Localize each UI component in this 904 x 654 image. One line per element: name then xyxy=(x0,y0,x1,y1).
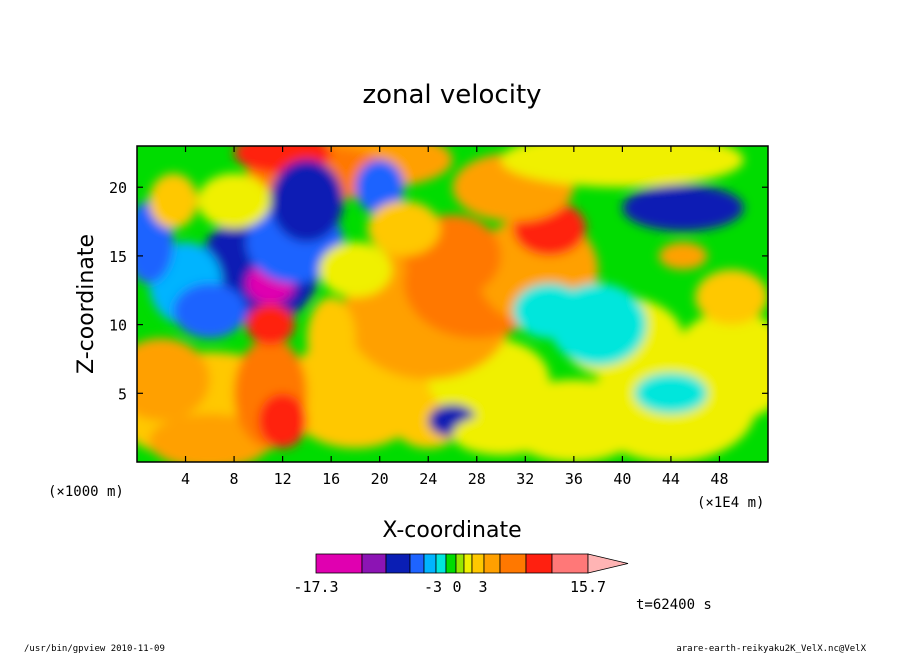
colorbar-segment xyxy=(445,553,457,574)
colorbar-segment xyxy=(385,553,411,574)
colorbar-segment xyxy=(471,553,485,574)
colorbar-segment xyxy=(463,553,473,574)
colorbar-segment xyxy=(483,553,501,574)
x-unit-label: (×1E4 m) xyxy=(697,495,764,511)
velocity-field xyxy=(137,146,768,462)
time-label: t=62400 s xyxy=(636,597,712,613)
x-tick-label: 20 xyxy=(371,470,389,488)
footer-right: arare-earth-reikyaku2K_VelX.nc@VelX xyxy=(676,644,866,654)
colorbar-label: -3 xyxy=(424,578,442,596)
velocity-region xyxy=(137,338,210,421)
colorbar-label: 3 xyxy=(478,578,487,596)
y-axis-label: Z-coordinate xyxy=(74,234,99,374)
colorbar-segment xyxy=(361,553,387,574)
y-tick-label: 20 xyxy=(109,179,127,197)
footer-left: /usr/bin/gpview 2010-11-09 xyxy=(24,644,165,654)
velocity-region xyxy=(513,283,586,339)
x-tick-label: 4 xyxy=(181,470,190,488)
velocity-region xyxy=(622,184,744,232)
colorbar-segment xyxy=(423,553,437,574)
velocity-region xyxy=(501,146,744,188)
velocity-region xyxy=(197,173,271,229)
colorbar-extend-arrow xyxy=(587,553,629,574)
velocity-region xyxy=(270,159,344,243)
plot-frame xyxy=(136,145,769,463)
velocity-region xyxy=(149,413,271,462)
x-tick-label: 36 xyxy=(565,470,583,488)
x-tick-label: 28 xyxy=(468,470,486,488)
y-tick-label: 10 xyxy=(109,317,127,335)
colorbar-label: 15.7 xyxy=(570,578,606,596)
colorbar-segment xyxy=(525,553,553,574)
y-axis-ticks: 5 10 15 20 xyxy=(109,179,768,403)
x-axis-ticks: 4 8 12 16 20 24 28 32 36 40 44 48 xyxy=(181,146,728,488)
colorbar-segment xyxy=(435,553,447,574)
x-tick-label: 24 xyxy=(419,470,437,488)
velocity-region xyxy=(695,269,768,325)
colorbar-segment xyxy=(315,553,363,574)
colorbar xyxy=(315,553,629,574)
velocity-region xyxy=(658,242,708,270)
velocity-region xyxy=(634,372,708,414)
colorbar-segment xyxy=(551,553,589,574)
x-tick-label: 40 xyxy=(613,470,631,488)
y-tick-label: 15 xyxy=(109,248,127,266)
x-tick-label: 8 xyxy=(230,470,239,488)
colorbar-segment xyxy=(455,553,465,574)
velocity-region xyxy=(149,173,198,229)
colorbar-labels: -17.3 -3 0 3 15.7 xyxy=(293,578,606,596)
colorbar-label: -17.3 xyxy=(293,578,338,596)
colorbar-segment xyxy=(499,553,527,574)
chart-title: zonal velocity xyxy=(362,80,541,110)
velocity-region xyxy=(246,304,295,346)
velocity-region xyxy=(319,242,392,298)
y-tick-label: 5 xyxy=(118,385,127,403)
velocity-region xyxy=(258,393,307,449)
x-tick-label: 32 xyxy=(516,470,534,488)
velocity-region xyxy=(173,283,247,339)
x-tick-label: 16 xyxy=(322,470,340,488)
x-tick-label: 48 xyxy=(710,470,728,488)
x-tick-label: 44 xyxy=(662,470,680,488)
velocity-region xyxy=(306,297,356,380)
colorbar-label: 0 xyxy=(452,578,461,596)
x-axis-label: X-coordinate xyxy=(382,518,521,543)
y-unit-label: (×1000 m) xyxy=(48,484,124,500)
velocity-region xyxy=(367,200,441,256)
velocity-region xyxy=(355,159,404,215)
velocity-region xyxy=(452,413,550,456)
colorbar-segment xyxy=(409,553,425,574)
x-tick-label: 12 xyxy=(274,470,292,488)
